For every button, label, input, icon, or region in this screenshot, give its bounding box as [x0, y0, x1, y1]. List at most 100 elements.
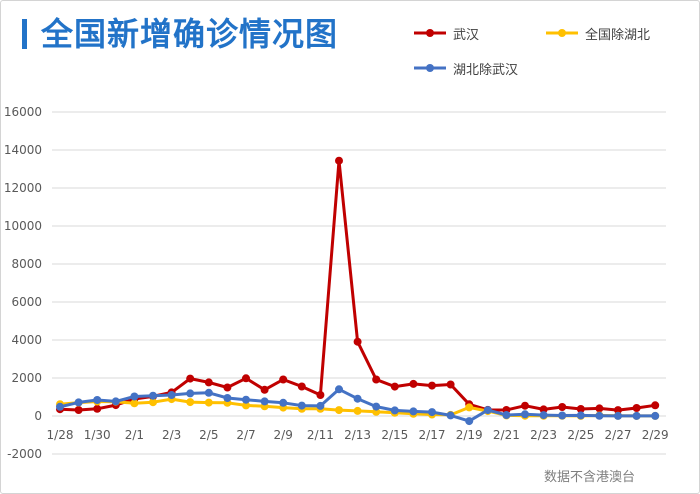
x-tick-label: 2/1: [125, 428, 144, 442]
data-point-hubei-excl-wuhan: [111, 397, 120, 406]
data-point-outside-hubei: [335, 406, 343, 415]
footnote: 数据不含港澳台: [544, 470, 636, 485]
data-point-hubei-excl-wuhan: [56, 402, 64, 411]
data-point-hubei-excl-wuhan: [502, 411, 511, 419]
data-point-outside-hubei: [353, 406, 362, 415]
title-accent-bar: [22, 19, 27, 49]
legend-label: 武汉: [453, 27, 480, 43]
x-tick-label: 1/28: [47, 428, 74, 442]
chart-title: 全国新增确诊情况图: [41, 15, 339, 53]
y-axis: -2000 0 2000 4000 6000 8000 10000 12000 14000 160…: [4, 105, 42, 461]
series-hubei-excl-wuhan: [56, 385, 660, 426]
data-point-outside-hubei: [149, 398, 157, 407]
legend-marker: [558, 29, 566, 37]
data-point-hubei-excl-wuhan: [465, 417, 474, 426]
y-tick-label: 0: [34, 409, 42, 423]
data-point-wuhan: [297, 382, 306, 391]
y-tick-label: 10000: [4, 219, 42, 233]
data-point-wuhan: [335, 156, 343, 165]
y-tick-label: -2000: [7, 447, 42, 461]
x-tick-label: 2/27: [605, 428, 632, 442]
y-tick-label: 14000: [4, 143, 42, 157]
data-point-hubei-excl-wuhan: [558, 411, 567, 420]
data-point-hubei-excl-wuhan: [651, 411, 660, 420]
data-point-wuhan: [260, 385, 269, 394]
data-point-hubei-excl-wuhan: [390, 406, 399, 415]
data-point-hubei-excl-wuhan: [297, 401, 306, 410]
data-point-hubei-excl-wuhan: [614, 411, 622, 420]
series-wuhan: [56, 156, 660, 415]
x-tick-label: 2/15: [381, 428, 408, 442]
y-tick-label: 12000: [4, 181, 42, 195]
data-point-hubei-excl-wuhan: [521, 410, 529, 419]
x-tick-label: 2/13: [344, 428, 371, 442]
data-point-wuhan: [279, 375, 288, 384]
data-point-wuhan: [93, 404, 102, 413]
data-point-hubei-excl-wuhan: [372, 402, 381, 411]
data-point-hubei-excl-wuhan: [149, 391, 157, 400]
data-point-outside-hubei: [130, 399, 139, 408]
data-point-outside-hubei: [204, 398, 213, 407]
data-point-wuhan: [409, 379, 418, 388]
data-point-hubei-excl-wuhan: [576, 411, 585, 420]
data-point-hubei-excl-wuhan: [483, 406, 492, 415]
data-point-hubei-excl-wuhan: [316, 401, 325, 410]
gridlines: [52, 111, 666, 455]
legend-label: 全国除湖北: [585, 27, 651, 43]
data-point-outside-hubei: [242, 401, 250, 410]
x-tick-label: 2/19: [456, 428, 483, 442]
data-point-wuhan: [186, 374, 195, 383]
legend-marker: [426, 64, 434, 72]
x-tick-label: 2/11: [307, 428, 334, 442]
data-point-wuhan: [614, 406, 622, 415]
x-tick-label: 2/29: [642, 428, 669, 442]
data-point-hubei-excl-wuhan: [279, 398, 288, 407]
data-point-hubei-excl-wuhan: [632, 411, 641, 420]
data-point-wuhan: [428, 381, 436, 390]
data-point-wuhan: [242, 374, 250, 383]
data-point-hubei-excl-wuhan: [409, 407, 418, 416]
data-point-hubei-excl-wuhan: [130, 392, 139, 401]
y-tick-label: 8000: [11, 257, 42, 271]
data-point-wuhan: [390, 382, 399, 391]
x-tick-label: 2/3: [162, 428, 181, 442]
legend-marker: [426, 29, 434, 37]
data-point-hubei-excl-wuhan: [242, 395, 250, 404]
x-tick-label: 2/21: [493, 428, 520, 442]
data-point-wuhan: [595, 404, 604, 413]
series-group: [56, 156, 660, 426]
data-point-wuhan: [223, 383, 232, 392]
data-point-wuhan: [372, 375, 381, 384]
legend-item-outside-hubei: 全国除湖北: [546, 25, 651, 43]
data-point-hubei-excl-wuhan: [74, 398, 83, 407]
data-point-hubei-excl-wuhan: [353, 394, 362, 403]
y-tick-label: 16000: [4, 105, 42, 119]
data-point-hubei-excl-wuhan: [186, 389, 195, 398]
x-tick-label: 1/30: [84, 428, 111, 442]
y-tick-label: 4000: [11, 333, 42, 347]
data-point-hubei-excl-wuhan: [595, 411, 604, 420]
legend-swatch-outside-hubei: [546, 29, 578, 37]
legend-swatch-hubei-excl-wuhan: [414, 64, 446, 72]
data-point-hubei-excl-wuhan: [93, 396, 102, 404]
data-point-hubei-excl-wuhan: [446, 411, 455, 420]
data-point-hubei-excl-wuhan: [539, 411, 548, 420]
data-point-hubei-excl-wuhan: [428, 408, 436, 417]
data-point-wuhan: [539, 405, 548, 414]
data-point-wuhan: [316, 391, 325, 399]
x-tick-label: 2/7: [236, 428, 255, 442]
data-point-wuhan: [558, 403, 567, 411]
data-point-hubei-excl-wuhan: [223, 394, 232, 402]
data-point-wuhan: [446, 380, 455, 389]
y-tick-label: 6000: [11, 295, 42, 309]
y-tick-label: 2000: [11, 371, 42, 385]
data-point-wuhan: [576, 405, 585, 413]
data-point-wuhan: [651, 401, 660, 410]
data-point-hubei-excl-wuhan: [335, 385, 343, 394]
series-line-wuhan: [59, 159, 656, 412]
data-point-hubei-excl-wuhan: [204, 388, 213, 397]
x-tick-label: 2/5: [199, 428, 218, 442]
data-point-hubei-excl-wuhan: [260, 397, 269, 406]
